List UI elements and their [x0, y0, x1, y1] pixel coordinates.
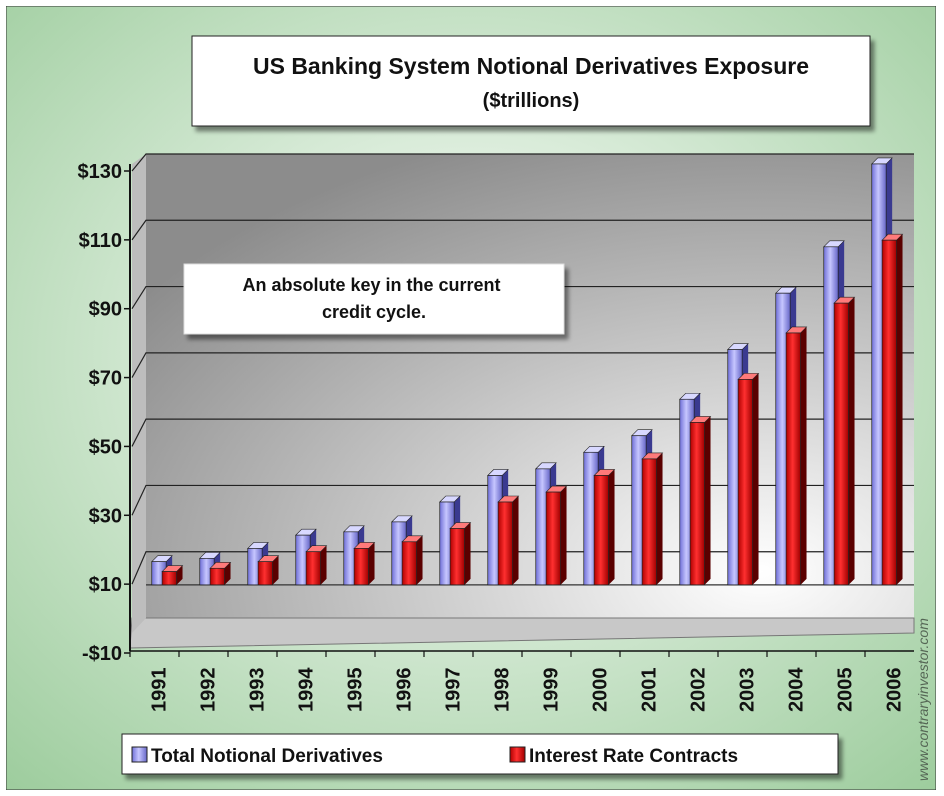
x-tick-label: 2000 — [590, 668, 612, 713]
bar-front — [689, 422, 705, 586]
plot-side-wall — [132, 154, 146, 633]
grid-line — [131, 352, 914, 378]
bar — [593, 469, 616, 586]
bar-side — [224, 562, 231, 585]
annotation-text: An absolute key in the current credit cy… — [242, 275, 505, 322]
chart-frame: US Banking System Notional Derivatives E… — [6, 6, 936, 790]
bar-front — [593, 475, 609, 586]
bar-side — [560, 486, 567, 585]
bar-side — [704, 416, 711, 585]
legend-box — [121, 733, 839, 775]
bar-side — [608, 469, 615, 585]
x-tick-label: 2005 — [835, 668, 857, 713]
bar-front — [497, 501, 513, 586]
bar-front — [641, 458, 657, 586]
bar-front — [257, 561, 273, 586]
chart-subtitle: ($trillions) — [483, 90, 580, 112]
x-tick-label: 2001 — [639, 668, 661, 713]
y-tick-label: $90 — [89, 299, 122, 321]
annotation-box — [183, 263, 565, 335]
x-tick-label: 1998 — [492, 668, 514, 713]
chart-title: US Banking System Notional Derivatives E… — [253, 53, 809, 79]
chart-svg: US Banking System Notional Derivatives E… — [6, 6, 936, 790]
bar-side — [464, 522, 471, 585]
bar-front — [881, 239, 897, 586]
bar-front — [785, 332, 801, 586]
bar — [449, 522, 472, 586]
bar-front — [209, 567, 225, 586]
bar — [545, 485, 568, 586]
y-tick-label: $70 — [89, 368, 122, 390]
bar-side — [848, 297, 855, 585]
bar — [353, 542, 376, 586]
bar-front — [401, 541, 417, 586]
bar — [257, 555, 280, 586]
y-tick-label: $30 — [89, 505, 122, 527]
bar-front — [833, 302, 849, 586]
bars — [151, 157, 904, 586]
bar-side — [416, 535, 423, 585]
bar-side — [272, 555, 279, 585]
bar — [833, 296, 856, 586]
bar-front — [305, 551, 321, 586]
bar — [881, 233, 904, 586]
x-tick-label: 2002 — [688, 668, 710, 713]
y-tick-label: $50 — [89, 436, 122, 458]
x-tick-label: 2006 — [884, 668, 906, 713]
legend: Total Notional Derivatives Interest Rate… — [121, 733, 839, 775]
bar — [641, 452, 664, 586]
x-tick-label: 1997 — [443, 668, 465, 713]
y-tick-label: $130 — [78, 161, 123, 183]
bar-side — [320, 545, 327, 585]
x-tick-label: 2004 — [786, 667, 808, 712]
x-tick-label: 1995 — [345, 668, 367, 713]
legend-label-total: Total Notional Derivatives — [151, 746, 383, 767]
bar — [497, 495, 520, 586]
bar-side — [512, 496, 519, 585]
bar — [209, 561, 232, 586]
x-tick-label: 2003 — [737, 668, 759, 713]
bar — [785, 326, 808, 586]
grid-line — [131, 153, 914, 172]
watermark: www.contraryinvestor.com — [915, 618, 931, 781]
grid-line — [131, 285, 914, 310]
bar-side — [656, 452, 663, 585]
bar-side — [896, 234, 903, 585]
legend-swatch-interest — [509, 746, 526, 763]
bar — [305, 545, 328, 586]
bar — [689, 416, 712, 586]
x-tick-label: 1994 — [296, 667, 318, 712]
bar-front — [737, 379, 753, 586]
x-tick-label: 1999 — [541, 668, 563, 713]
bar-side — [368, 542, 375, 585]
x-tick-label: 1993 — [247, 668, 269, 713]
bar-front — [545, 491, 561, 586]
bar — [737, 373, 760, 586]
legend-swatch-total — [131, 746, 148, 763]
bar — [161, 565, 184, 586]
bar-side — [752, 373, 759, 585]
x-tick-label: 1996 — [394, 668, 416, 713]
y-tick-label: $110 — [79, 230, 122, 252]
bar — [401, 535, 424, 586]
bar-front — [161, 571, 177, 586]
x-tick-labels: 1991 1992 1993 1994 1995 1996 1997 1998 1999 2000… — [129, 651, 906, 713]
annotation-line-2: credit cycle. — [322, 302, 426, 322]
x-tick-label: 1992 — [198, 668, 220, 713]
grid-line — [131, 418, 914, 447]
legend-label-interest: Interest Rate Contracts — [529, 746, 738, 767]
bar-front — [449, 528, 465, 586]
bar-side — [800, 326, 807, 585]
bar-front — [353, 548, 369, 586]
y-tick-label: -$10 — [82, 643, 122, 665]
x-tick-label: 1991 — [149, 668, 171, 713]
title-box — [191, 35, 871, 127]
annotation-line-1: An absolute key in the current — [242, 275, 500, 295]
y-tick-label: $10 — [89, 574, 122, 596]
grid-line — [131, 219, 914, 241]
